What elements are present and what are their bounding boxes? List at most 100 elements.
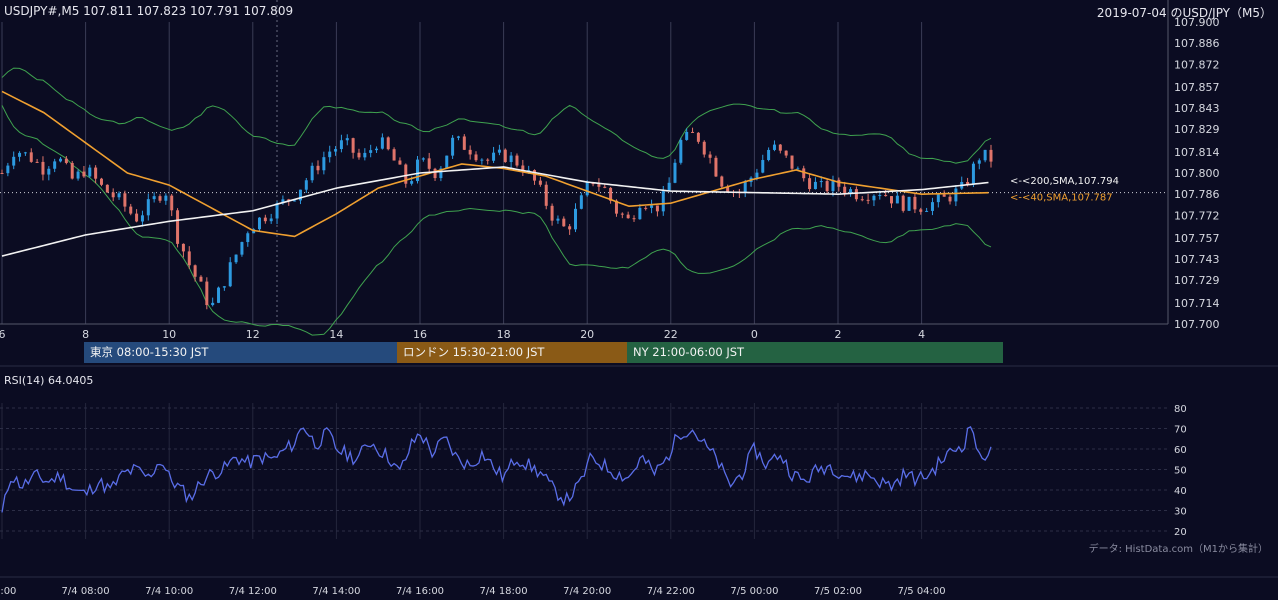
candle-body — [849, 189, 853, 193]
time-tick-label: 18 — [497, 328, 511, 341]
price-tick-label: 107.743 — [1174, 253, 1220, 266]
candle-body — [685, 131, 689, 140]
candle-body — [357, 152, 361, 158]
candle-body — [146, 199, 150, 216]
candle-body — [181, 243, 185, 252]
candle-body — [989, 149, 993, 162]
rsi-tick-label: 60 — [1174, 445, 1187, 456]
candle-body — [421, 158, 425, 160]
candle-body — [708, 154, 712, 158]
candle-body — [246, 233, 250, 243]
rsi-time-tick-label: 7/4 12:00 — [229, 586, 277, 597]
rsi-tick-label: 70 — [1174, 425, 1187, 436]
sma200-label: <-<200,SMA,107.794 — [1010, 176, 1119, 187]
candle-body — [562, 218, 566, 227]
candle-body — [614, 200, 618, 214]
candle-body — [234, 254, 238, 263]
candle-body — [257, 217, 261, 230]
candle-body — [486, 159, 490, 161]
candle-body — [205, 281, 209, 306]
candle-body — [533, 170, 537, 181]
price-tick-label: 107.800 — [1174, 167, 1220, 180]
bollinger-upper — [1, 67, 992, 164]
candle-body — [620, 213, 624, 215]
candle-body — [638, 207, 642, 220]
candle-body — [954, 188, 958, 202]
rsi-series-line — [1, 425, 992, 513]
candle-body — [427, 158, 431, 169]
candle-body — [544, 184, 548, 206]
candle-body — [919, 209, 923, 212]
candle-body — [456, 136, 460, 138]
price-tick-label: 107.714 — [1174, 297, 1220, 310]
candle-body — [550, 205, 554, 221]
candle-body — [35, 161, 39, 163]
rsi-tick-label: 30 — [1174, 507, 1187, 518]
candle-body — [854, 189, 858, 200]
candle-body — [281, 199, 285, 204]
candle-body — [819, 181, 823, 183]
candle-body — [743, 182, 747, 193]
candle-body — [597, 184, 601, 187]
candle-body — [650, 205, 654, 208]
rsi-grid — [0, 403, 1168, 539]
ohlc-header: USDJPY#,M5 107.811 107.823 107.791 107.8… — [4, 4, 294, 18]
candle-body — [767, 149, 771, 161]
candle-body — [679, 139, 683, 163]
rsi-time-tick-label: 7/4 20:00 — [563, 586, 611, 597]
time-tick-label: 2 — [835, 328, 842, 341]
candle-body — [99, 178, 103, 185]
candle-body — [70, 162, 74, 179]
candle-body — [410, 181, 414, 184]
price-tick-label: 107.900 — [1174, 16, 1220, 29]
bollinger-lower — [1, 105, 992, 336]
candle-body — [925, 210, 929, 212]
rsi-title: RSI(14) 64.0405 — [4, 374, 94, 387]
candle-body — [503, 149, 507, 163]
rsi-tick-label: 50 — [1174, 466, 1187, 477]
session-london: ロンドン 15:30-21:00 JST — [397, 342, 627, 363]
candle-body — [977, 160, 981, 164]
candle-body — [123, 193, 127, 207]
candle-body — [211, 302, 215, 306]
candle-body — [948, 196, 952, 202]
rsi-time-tick-label: 7/5 04:00 — [898, 586, 946, 597]
candle-body — [439, 168, 443, 179]
rsi-time-tick-label: 7/4 10:00 — [145, 586, 193, 597]
candle-body — [755, 172, 759, 178]
candle-body — [88, 167, 92, 177]
candle-body — [310, 165, 314, 181]
candle-body — [18, 152, 22, 157]
candle-body — [890, 196, 894, 204]
session-tokyo: 東京 08:00-15:30 JST — [84, 342, 397, 363]
candle-body — [655, 205, 659, 212]
time-tick-label: 4 — [918, 328, 925, 341]
price-axis: 107.900 107.886 107.872 107.857 107.843 107.8… — [1174, 16, 1220, 331]
candle-body — [269, 218, 273, 222]
candle-body — [111, 192, 115, 198]
candle-body — [386, 137, 390, 150]
candle-body — [808, 178, 812, 190]
time-tick-label: 20 — [580, 328, 594, 341]
rsi-time-tick-label: 7/4 22:00 — [647, 586, 695, 597]
candle-body — [509, 155, 513, 163]
price-tick-label: 107.872 — [1174, 58, 1220, 71]
rsi-x-axis: 06:00 7/4 08:00 7/4 10:00 7/4 12:00 7/4 14:0… — [0, 586, 946, 597]
rsi-tick-label: 80 — [1174, 404, 1187, 415]
candle-body — [702, 141, 706, 155]
candle-body — [135, 213, 139, 222]
candle-body — [784, 150, 788, 156]
bollinger-bands — [1, 67, 992, 336]
candle-body — [293, 200, 297, 202]
candle-body — [901, 195, 905, 211]
candle-body — [76, 171, 80, 179]
candle-body — [468, 149, 472, 155]
candle-body — [603, 186, 607, 188]
candle-body — [626, 214, 630, 219]
candle-body — [884, 195, 888, 197]
price-tick-label: 107.843 — [1174, 102, 1220, 115]
sma200-line — [1, 166, 989, 257]
time-tick-label: 16 — [413, 328, 427, 341]
candle-body — [492, 152, 496, 161]
